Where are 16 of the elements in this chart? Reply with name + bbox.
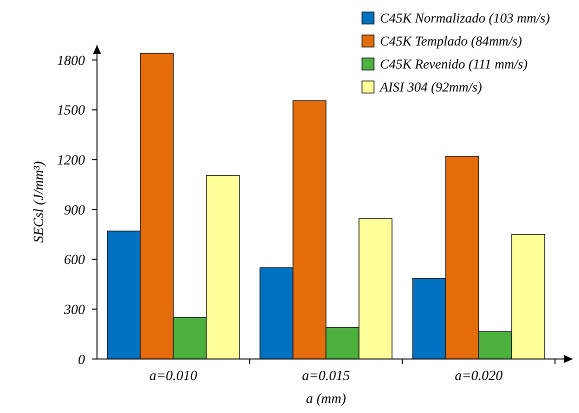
legend-label: C45K Revenido (111 mm/s) <box>380 56 528 72</box>
legend-label: C45K Normalizado (103 mm/s) <box>380 10 550 26</box>
y-tick-label: 300 <box>63 303 85 318</box>
y-tick-label: 900 <box>64 203 85 218</box>
y-tick-label: 1800 <box>57 54 85 69</box>
y-tick-label: 0 <box>78 352 85 368</box>
x-tick-label: a=0.020 <box>454 369 503 384</box>
x-tick-label: a=0.015 <box>302 369 350 384</box>
y-tick-label: 1500 <box>57 104 85 119</box>
x-axis-title: a (mm) <box>306 392 346 407</box>
legend-label: AISI 304 (92mm/s) <box>379 80 482 95</box>
y-tick-label: 600 <box>64 253 85 268</box>
legend-label: C45K Templado (84mm/s) <box>380 34 523 49</box>
x-tick-label: a=0.010 <box>149 369 198 384</box>
y-tick-label: 1200 <box>57 154 85 169</box>
y-axis-title: SECsl (J/mm³) <box>32 160 47 243</box>
